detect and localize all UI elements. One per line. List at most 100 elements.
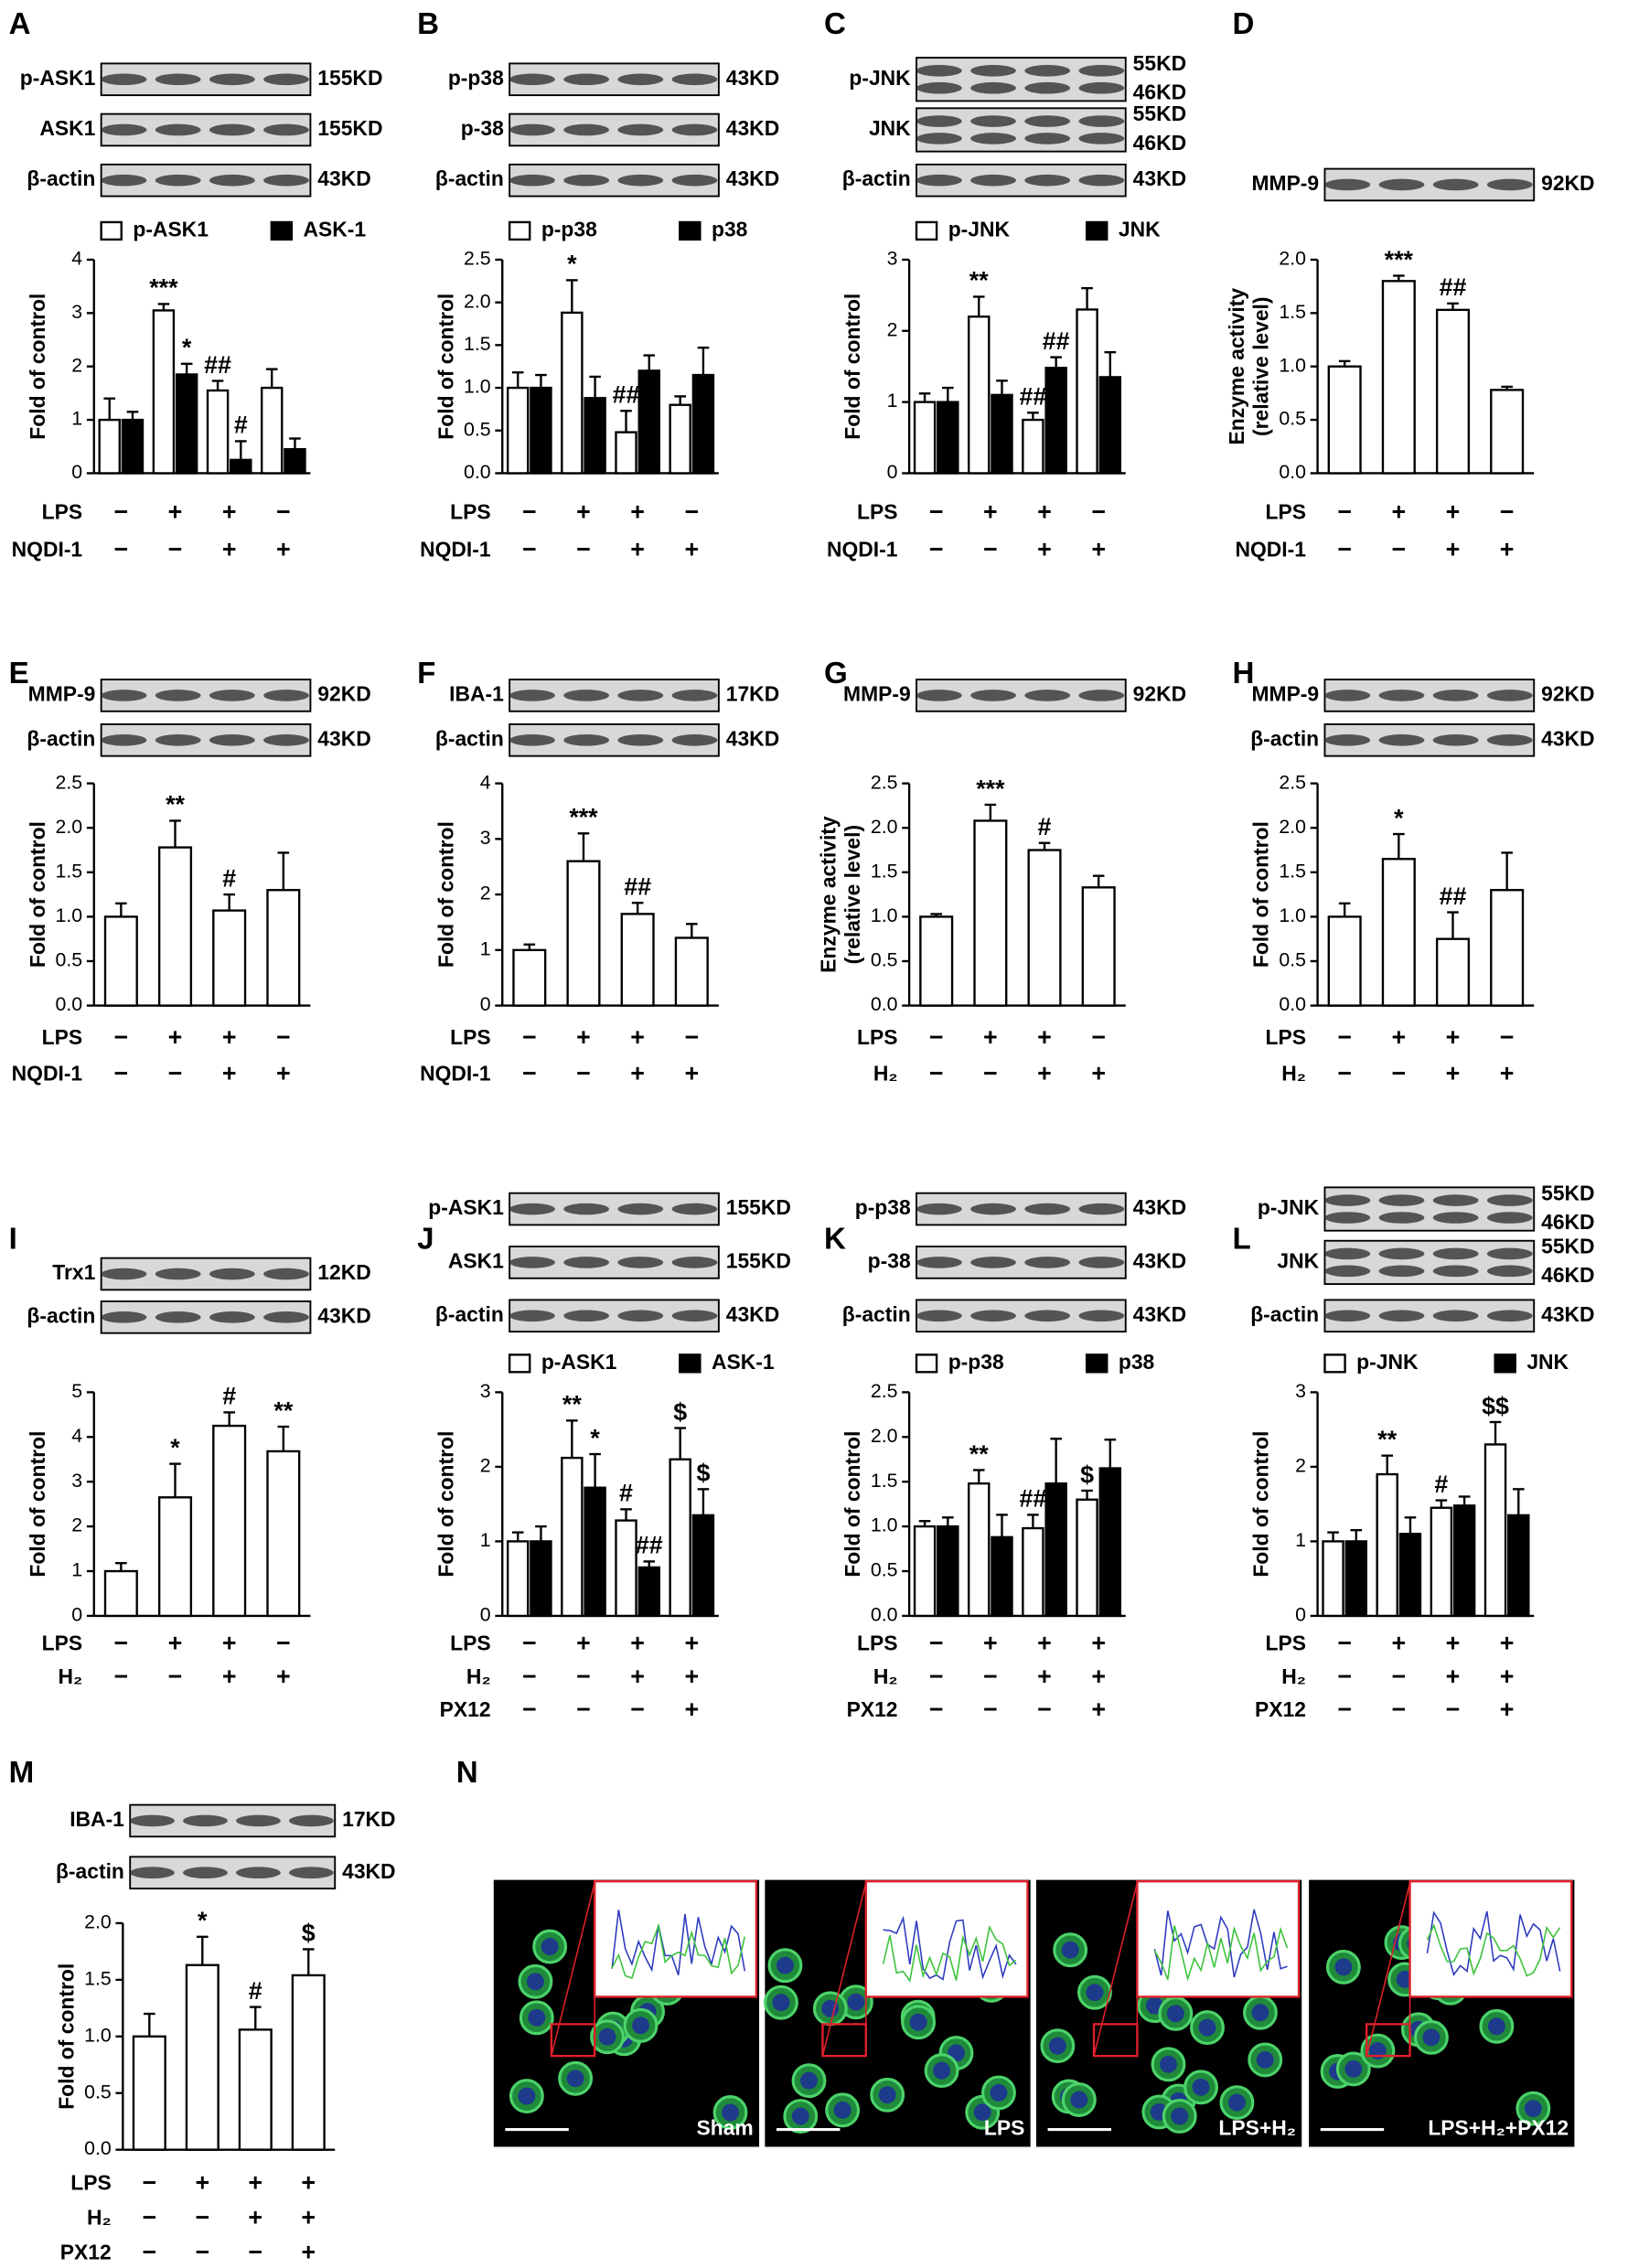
- significance: *: [198, 1907, 208, 1934]
- blot-band: [617, 1310, 664, 1322]
- blot-band: [1324, 690, 1371, 701]
- condition-sign: +: [248, 2203, 262, 2231]
- condition-sign: +: [1500, 536, 1515, 563]
- condition-sign: −: [684, 1023, 699, 1051]
- legend-label: p-p38: [541, 217, 597, 241]
- nucleus: [1171, 2107, 1189, 2125]
- bar: [566, 860, 601, 1007]
- y-axis-label: Fold of control: [841, 294, 864, 440]
- bar: [620, 913, 655, 1007]
- significance: *: [567, 251, 577, 278]
- condition-sign: +: [276, 1663, 291, 1690]
- error-bar: [1038, 841, 1051, 850]
- y-axis-label: Enzyme activity: [816, 816, 840, 973]
- nucleus: [598, 2027, 616, 2046]
- legend-swatch: [270, 220, 294, 241]
- error-bar: [535, 1524, 547, 1542]
- blot-size: 46KD: [1133, 131, 1186, 155]
- condition-label: LPS: [857, 500, 897, 524]
- y-tick-label: 1: [480, 937, 491, 959]
- blot-size: 17KD: [342, 1807, 395, 1831]
- blot-size: 43KD: [726, 116, 779, 140]
- blot-label: IBA-1: [449, 681, 504, 705]
- blot: [916, 57, 1127, 102]
- intensity-profile: [1426, 1923, 1561, 1977]
- condition-label: LPS: [42, 1025, 82, 1049]
- blot-band: [970, 115, 1016, 127]
- condition-label: LPS: [450, 1025, 490, 1049]
- blot-band: [509, 1203, 555, 1215]
- significance: ##: [1440, 883, 1467, 910]
- blot-band: [209, 174, 255, 187]
- bar: [512, 948, 547, 1007]
- significance: $$: [1482, 1392, 1509, 1419]
- condition-sign: +: [1091, 536, 1106, 563]
- condition-label: NQDI-1: [420, 1061, 491, 1085]
- blot-band: [916, 115, 962, 127]
- blot-label: β-actin: [56, 1859, 124, 1883]
- y-tick-label: 2.0: [56, 816, 83, 838]
- inset: [1136, 1880, 1301, 1998]
- blot-band: [236, 1867, 281, 1879]
- inset: [864, 1880, 1029, 1998]
- condition-label: H₂: [873, 1664, 898, 1688]
- blot-label: MMP-9: [843, 681, 911, 705]
- condition-sign: +: [1446, 1630, 1461, 1657]
- bar: [530, 386, 552, 475]
- panel-letter: N: [456, 1756, 478, 1790]
- blot-band: [1024, 81, 1071, 94]
- condition-label: LPS: [70, 2171, 111, 2195]
- bar: [669, 1458, 691, 1618]
- blot-band: [1432, 1212, 1479, 1224]
- error-bar: [1393, 274, 1405, 282]
- blot-band: [263, 123, 309, 136]
- condition-sign: +: [276, 536, 291, 563]
- micrograph: LPS+H₂+PX12: [1309, 1879, 1575, 2147]
- bar: [1483, 1443, 1507, 1618]
- error-bar: [1327, 1531, 1339, 1542]
- legend-swatch: [679, 220, 702, 241]
- condition-label: LPS: [1265, 1631, 1305, 1655]
- bar: [913, 401, 937, 475]
- bar: [968, 316, 991, 475]
- significance: *: [1394, 804, 1404, 831]
- condition-label: LPS: [42, 500, 82, 524]
- condition-sign: −: [1337, 1059, 1352, 1086]
- bar: [1452, 1504, 1476, 1618]
- nucleus: [973, 2103, 991, 2122]
- error-bar: [180, 362, 193, 375]
- y-tick-label: 1.5: [464, 333, 491, 355]
- blot-band: [617, 1257, 664, 1268]
- blot-band: [155, 73, 201, 86]
- error-bar: [566, 279, 578, 313]
- blot-band: [563, 174, 609, 187]
- y-tick-label: 0: [1295, 1604, 1306, 1626]
- y-tick-label: 0.0: [56, 993, 83, 1015]
- error-bar: [697, 346, 710, 376]
- nucleus: [632, 2017, 650, 2035]
- blot-band: [101, 73, 147, 86]
- condition-sign: −: [522, 1663, 537, 1690]
- micrograph-label: LPS: [984, 2116, 1024, 2140]
- roi: [1366, 2023, 1411, 2058]
- nucleus: [800, 2071, 818, 2090]
- blot-size: 46KD: [1541, 1210, 1594, 1234]
- nucleus: [1344, 2059, 1363, 2078]
- blot-size: 17KD: [726, 681, 779, 705]
- nucleus: [1061, 1941, 1079, 1959]
- blot-size: 155KD: [726, 1248, 791, 1272]
- condition-sign: +: [248, 2169, 262, 2197]
- micrograph-label: LPS+H₂: [1218, 2116, 1295, 2140]
- y-tick-label: 3: [887, 248, 898, 270]
- blot-band: [671, 690, 718, 701]
- error-bar: [631, 902, 644, 915]
- bar: [1376, 1472, 1398, 1618]
- significance: ##: [1043, 327, 1070, 355]
- blot-band: [155, 174, 201, 187]
- blot-band: [1078, 1257, 1125, 1268]
- blot-band: [671, 73, 718, 86]
- zoom-line: [1093, 1882, 1139, 2057]
- significance: **: [969, 1440, 989, 1468]
- bar: [968, 1482, 991, 1618]
- legend-label: p38: [712, 217, 748, 241]
